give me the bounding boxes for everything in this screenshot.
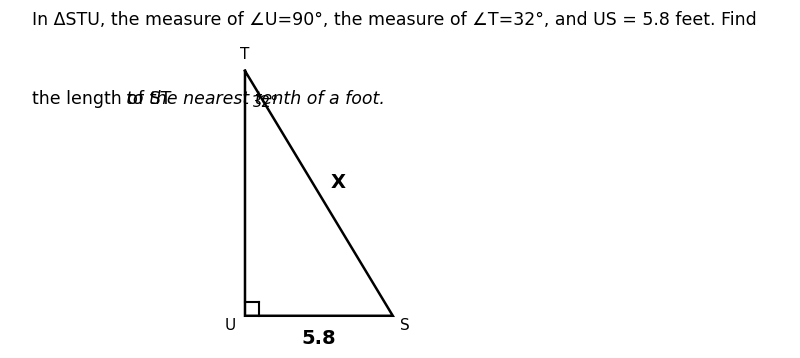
Text: X: X bbox=[330, 173, 346, 192]
Text: In ΔSTU, the measure of ∠U=90°, the measure of ∠T=32°, and US = 5.8 feet. Find: In ΔSTU, the measure of ∠U=90°, the meas… bbox=[32, 11, 757, 29]
Text: S: S bbox=[400, 318, 410, 333]
Text: the length of ST: the length of ST bbox=[32, 90, 177, 107]
Text: to the nearest tenth of a foot.: to the nearest tenth of a foot. bbox=[126, 90, 386, 107]
Text: U: U bbox=[225, 318, 236, 333]
Text: T: T bbox=[240, 47, 250, 62]
Text: 5.8: 5.8 bbox=[302, 329, 336, 348]
Text: 32°: 32° bbox=[251, 95, 278, 110]
